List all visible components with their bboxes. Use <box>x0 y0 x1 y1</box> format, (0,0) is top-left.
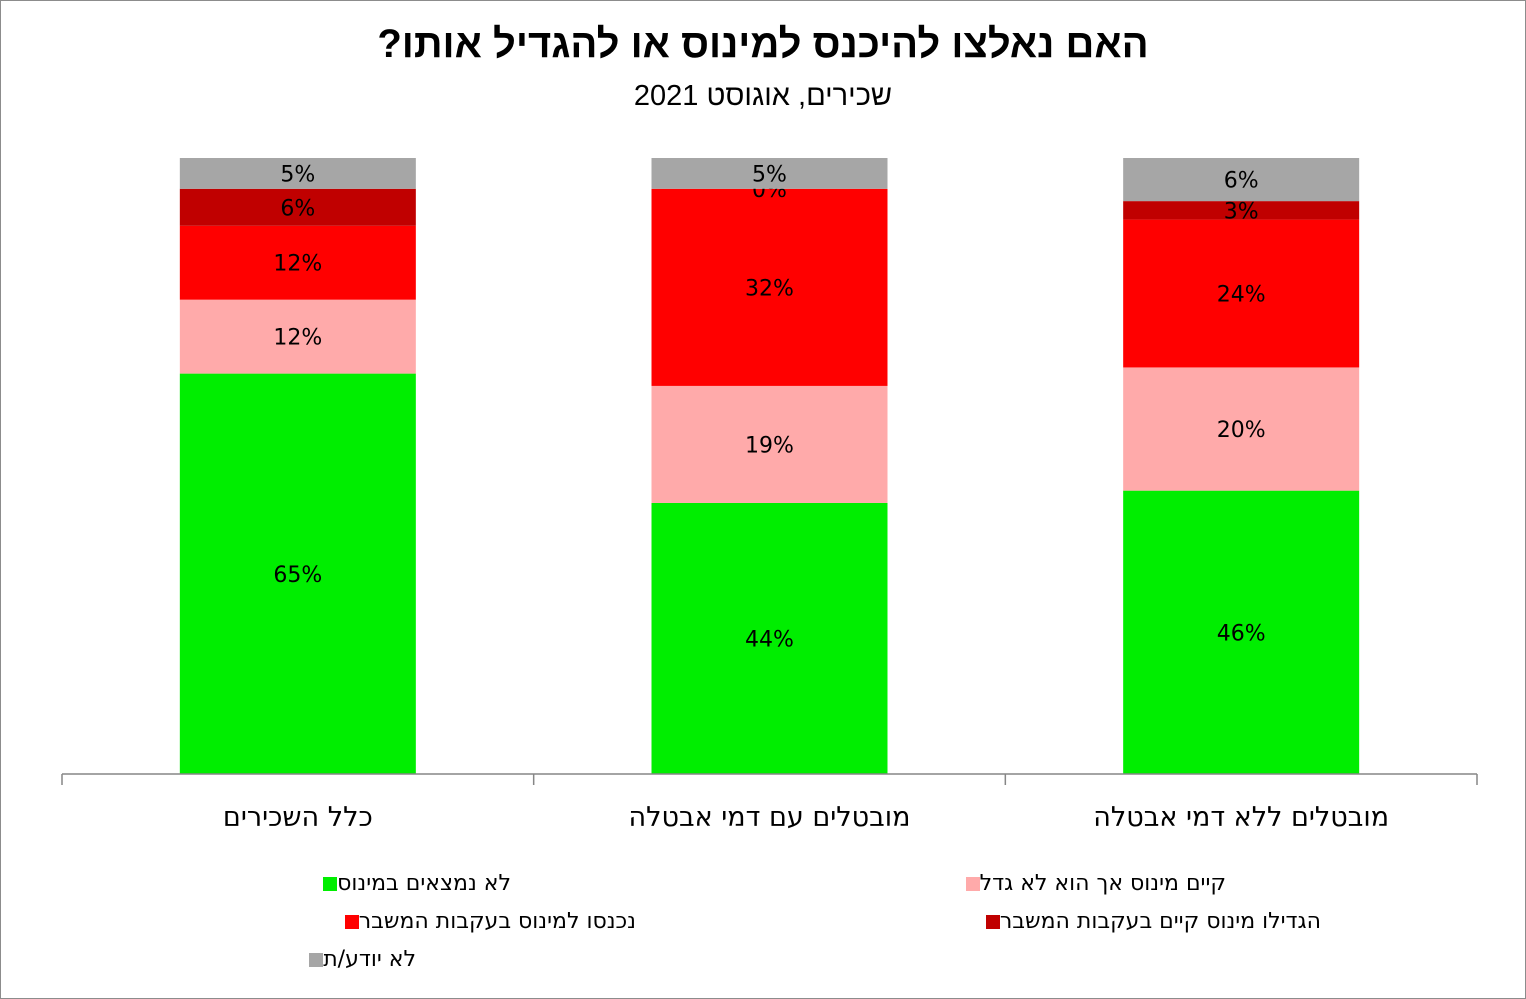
data-label: 44% <box>745 627 794 652</box>
chart-title: האם נאלצו להיכנס למינוס או להגדיל אותו? <box>377 22 1149 66</box>
legend-item-dont-know: לא יודע/ת <box>303 947 416 972</box>
bar-segment <box>1123 219 1360 368</box>
bar-segment <box>1123 490 1360 774</box>
bar-segment <box>1123 367 1360 491</box>
data-label: 32% <box>745 276 794 301</box>
bar-segment <box>179 299 416 374</box>
category-label: מובטלים ללא דמי אבטלה <box>1093 802 1389 833</box>
data-label: 12% <box>273 252 322 277</box>
bar-segment <box>179 158 416 189</box>
data-label: 3% <box>1224 199 1259 224</box>
bar-segment <box>651 502 888 774</box>
legend-item-entered-overdraft: נכנסו למינוס בעקבות המשבר <box>339 909 636 934</box>
data-label: 12% <box>273 326 322 351</box>
bar-segment <box>1123 158 1360 202</box>
legend-label: לא יודע/ת <box>323 947 416 972</box>
legend-item-increased-overdraft: הגדילו מינוס קיים בעקבות המשבר <box>980 909 1321 934</box>
data-label: 19% <box>745 433 794 458</box>
data-label: 6% <box>280 196 315 221</box>
bar-segment <box>651 158 888 189</box>
data-label: 20% <box>1217 418 1266 443</box>
legend-label: הגדילו מינוס קיים בעקבות המשבר <box>999 909 1321 934</box>
legend-item-not-in-overdraft: לא נמצאים במינוס <box>317 871 511 896</box>
legend-swatch <box>985 914 1000 929</box>
bar-segment <box>179 188 416 226</box>
bar-segment <box>179 225 416 300</box>
data-label: 5% <box>752 162 787 187</box>
legend-swatch <box>965 876 980 891</box>
data-label: 6% <box>1224 169 1259 194</box>
data-label: 5% <box>280 162 315 187</box>
bar-segment <box>179 373 416 774</box>
data-label: 46% <box>1217 621 1266 646</box>
legend-swatch <box>309 952 324 967</box>
bar-segment <box>651 188 888 386</box>
bar-segment <box>1123 201 1360 220</box>
legend-label: נכנסו למינוס בעקבות המשבר <box>358 909 636 934</box>
bar-segment <box>651 385 888 503</box>
legend-item-overdraft-not-grown: קיים מינוס אך הוא לא גדל <box>960 871 1226 896</box>
data-label: 24% <box>1217 283 1266 308</box>
chart-subtitle: שכירים, אוגוסט 2021 <box>633 80 893 112</box>
legend-swatch <box>323 876 338 891</box>
legend-label: קיים מינוס אך הוא לא גדל <box>979 871 1226 896</box>
category-label: מובטלים עם דמי אבטלה <box>629 802 911 833</box>
category-label: כלל השכירים <box>223 802 373 833</box>
data-label: 65% <box>273 563 322 588</box>
legend-swatch <box>344 914 359 929</box>
legend-label: לא נמצאים במינוס <box>337 871 511 896</box>
